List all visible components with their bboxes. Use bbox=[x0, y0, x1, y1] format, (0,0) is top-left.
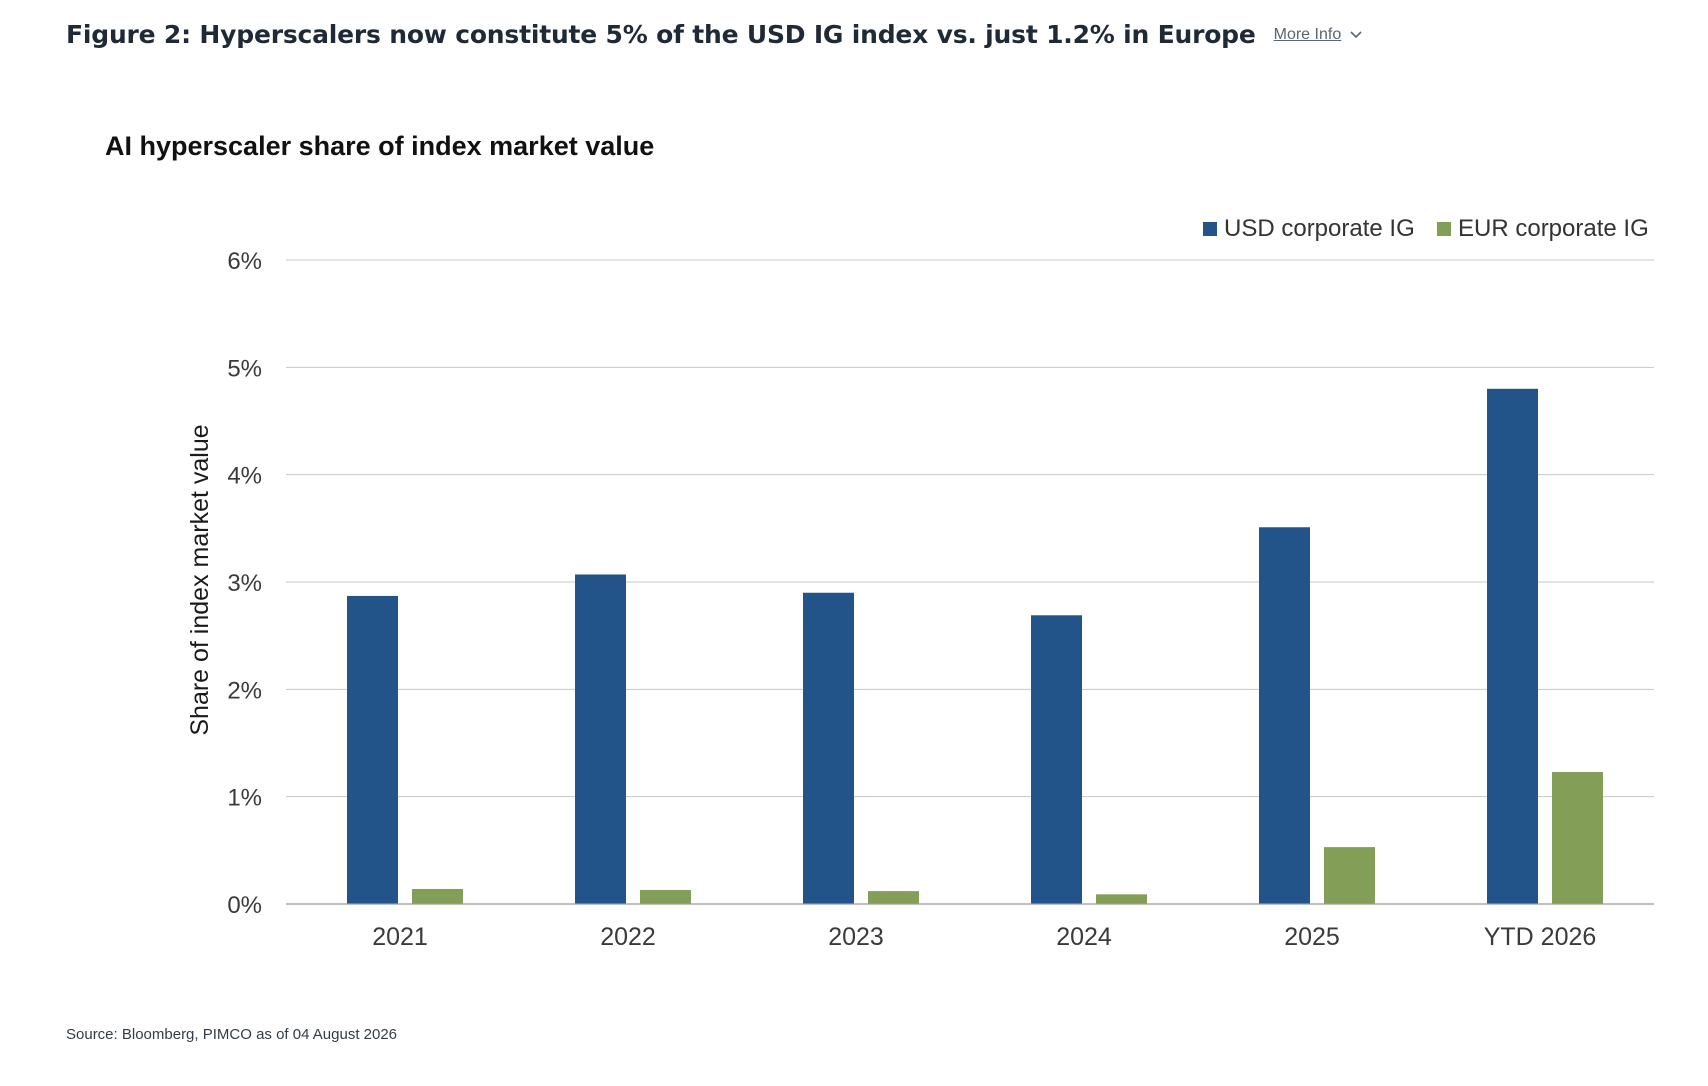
y-axis-label: Share of index market value bbox=[186, 424, 214, 735]
bar-eur-2022 bbox=[640, 890, 691, 904]
legend-label-usd: USD corporate IG bbox=[1224, 215, 1415, 242]
y-tick-label: 3% bbox=[227, 570, 262, 597]
more-info-toggle[interactable]: More Info bbox=[1274, 26, 1364, 44]
bar-eur-2021 bbox=[412, 888, 463, 904]
figure-title: Figure 2: Hyperscalers now constitute 5%… bbox=[66, 20, 1256, 49]
bar-eur-2025 bbox=[1324, 847, 1375, 904]
legend-label-eur: EUR corporate IG bbox=[1458, 215, 1649, 242]
chart-container: AI hyperscaler share of index market val… bbox=[0, 110, 1708, 990]
bar-usd-2021 bbox=[347, 595, 398, 904]
x-tick-label: 2022 bbox=[600, 923, 656, 951]
bar-chart: AI hyperscaler share of index market val… bbox=[105, 131, 1654, 951]
y-tick-label: 6% bbox=[227, 248, 262, 275]
x-axis-ticks: 2021 2022 2023 2024 2025 YTD 2026 bbox=[372, 923, 1596, 951]
y-tick-label: 2% bbox=[227, 677, 262, 704]
more-info-label[interactable]: More Info bbox=[1273, 25, 1342, 43]
bar-usd-2025 bbox=[1259, 527, 1310, 904]
grid-layer bbox=[286, 259, 1654, 798]
bar-eur-2023 bbox=[868, 891, 919, 904]
y-tick-label: 5% bbox=[227, 355, 262, 382]
x-tick-label: 2024 bbox=[1056, 923, 1112, 951]
bar-usd-2022 bbox=[575, 574, 626, 904]
bar-eur-2024 bbox=[1096, 894, 1147, 904]
x-tick-label: 2023 bbox=[828, 923, 884, 951]
y-tick-label: 0% bbox=[227, 892, 262, 919]
legend-swatch-usd bbox=[1203, 222, 1217, 236]
bar-usd-ytd-2026 bbox=[1487, 388, 1538, 904]
x-tick-label: 2021 bbox=[372, 923, 428, 951]
y-tick-label: 1% bbox=[227, 785, 262, 812]
figure-header: Figure 2: Hyperscalers now constitute 5%… bbox=[66, 20, 1363, 49]
x-tick-label: 2025 bbox=[1284, 923, 1340, 951]
bar-layer bbox=[347, 388, 1603, 904]
chart-title: AI hyperscaler share of index market val… bbox=[105, 131, 654, 161]
x-tick-label: YTD 2026 bbox=[1484, 923, 1597, 951]
y-axis-ticks: 0% 1% 2% 3% 4% 5% 6% bbox=[227, 248, 262, 919]
bar-eur-ytd-2026 bbox=[1552, 771, 1603, 904]
y-tick-label: 4% bbox=[227, 463, 262, 490]
bar-usd-2024 bbox=[1031, 615, 1082, 904]
bar-usd-2023 bbox=[803, 592, 854, 904]
chevron-down-icon[interactable] bbox=[1349, 28, 1363, 42]
legend: USD corporate IG EUR corporate IG bbox=[1203, 215, 1649, 242]
legend-swatch-eur bbox=[1437, 222, 1451, 236]
source-note: Source: Bloomberg, PIMCO as of 04 August… bbox=[66, 1026, 398, 1043]
